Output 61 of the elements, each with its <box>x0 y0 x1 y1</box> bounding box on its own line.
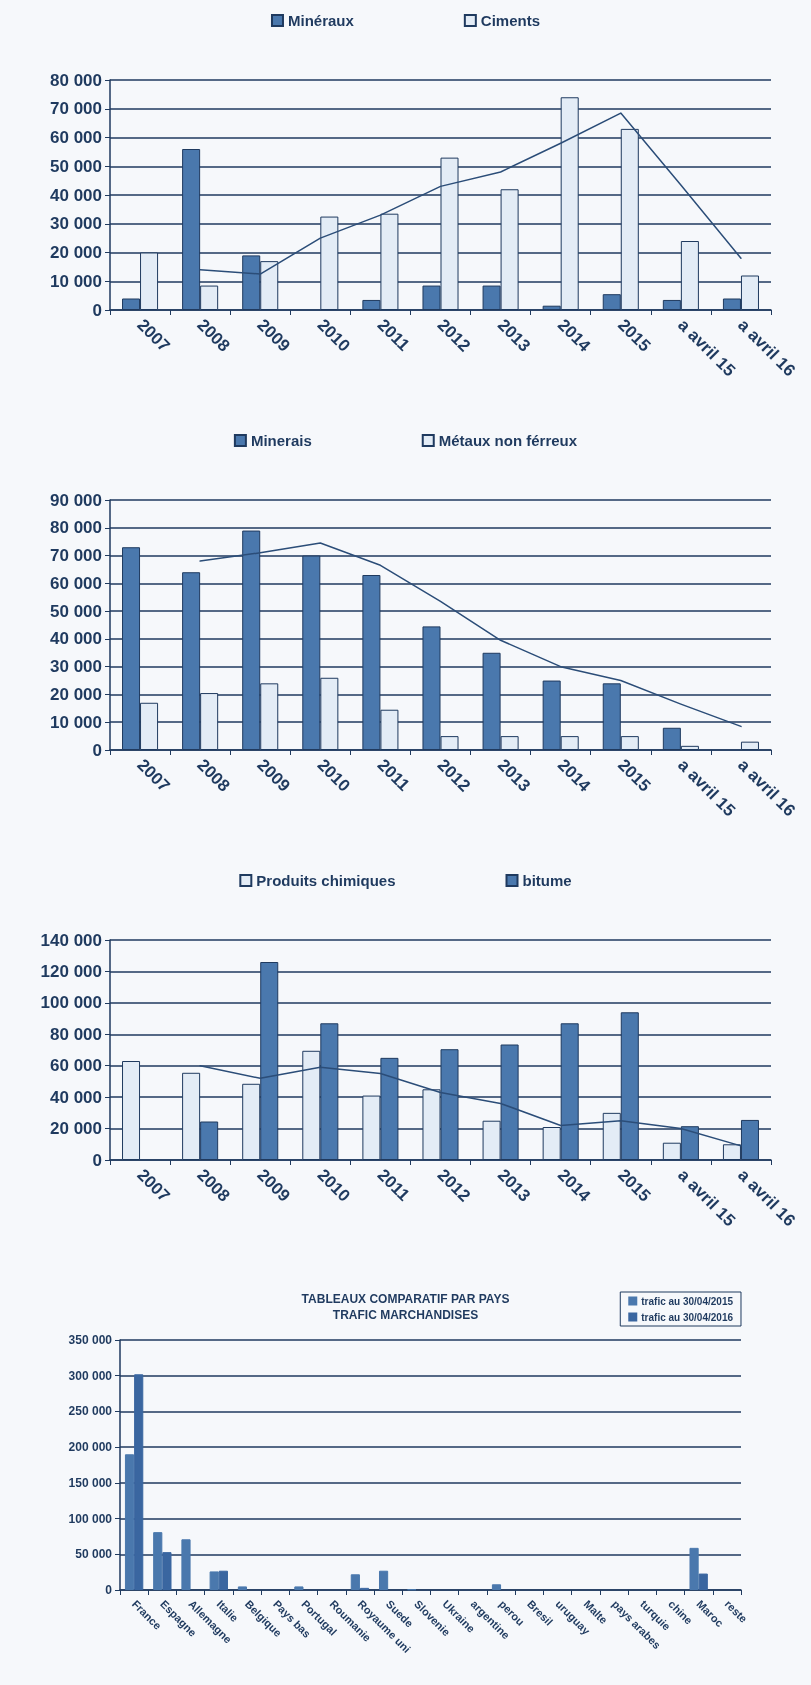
bar <box>378 1570 389 1590</box>
legend-label: bitume <box>522 872 572 889</box>
y-tick-label: 100 000 <box>40 993 102 1013</box>
y-tick-label: 120 000 <box>40 961 102 981</box>
legend-label: Minerais <box>250 432 312 449</box>
y-tick-label: 100 000 <box>68 1511 113 1526</box>
y-tick-label: 80 000 <box>50 518 102 538</box>
bar <box>218 1570 228 1590</box>
y-tick-label: 40 000 <box>50 185 102 205</box>
chart-title: TABLEAUX COMPARATIF PAR PAYS TRAFIC MARCHANDISES <box>301 1292 510 1322</box>
y-tick-label: 60 000 <box>50 1056 102 1076</box>
bar <box>209 1571 219 1590</box>
y-tick-label: 0 <box>92 740 102 760</box>
legend-label: Métaux non férreux <box>438 432 578 449</box>
bar <box>689 1547 699 1590</box>
line-series <box>199 1064 742 1147</box>
y-tick-label: 30 000 <box>50 657 102 677</box>
bar <box>698 1573 708 1590</box>
y-tick-label: 0 <box>92 1150 102 1170</box>
y-tick-label: 30 000 <box>50 214 102 234</box>
bar <box>124 1454 135 1590</box>
legend-label: trafic au 30/04/2015 <box>641 1295 734 1307</box>
y-tick-label: 80 000 <box>50 70 102 90</box>
line-series <box>199 112 742 275</box>
legend-label: Ciments <box>480 12 541 29</box>
bar <box>491 1584 502 1590</box>
y-tick-label: 80 000 <box>50 1024 102 1044</box>
y-tick-label: 70 000 <box>50 546 102 566</box>
y-tick-label: 50 000 <box>50 601 102 621</box>
bar <box>294 1586 304 1590</box>
bar <box>134 1374 144 1590</box>
y-tick-label: 150 000 <box>68 1475 113 1490</box>
y-tick-label: 70 000 <box>50 99 102 119</box>
y-tick-label: 50 000 <box>75 1547 113 1562</box>
y-tick-label: 40 000 <box>50 1087 102 1107</box>
y-tick-label: 200 000 <box>68 1440 113 1455</box>
legend-label: trafic au 30/04/2016 <box>641 1311 734 1323</box>
y-tick-label: 20 000 <box>50 243 102 262</box>
y-tick-label: 10 000 <box>50 271 102 291</box>
legend-label: Minéraux <box>287 12 355 29</box>
y-tick-label: 50 000 <box>50 156 102 176</box>
y-tick-label: 20 000 <box>50 684 102 704</box>
y-tick-label: 250 000 <box>68 1404 113 1419</box>
y-tick-label: 60 000 <box>50 128 102 147</box>
bar <box>162 1552 172 1590</box>
bar <box>153 1532 163 1590</box>
y-tick-label: 40 000 <box>50 629 102 649</box>
y-tick-label: 90 000 <box>50 490 102 510</box>
y-tick-label: 140 000 <box>40 930 102 950</box>
y-tick-label: 0 <box>105 1583 113 1597</box>
y-tick-label: 20 000 <box>50 1119 102 1139</box>
y-tick-label: 0 <box>92 300 102 320</box>
bar <box>237 1586 248 1590</box>
y-tick-label: 350 000 <box>68 1333 113 1347</box>
line-series <box>199 542 742 728</box>
bar <box>181 1539 191 1590</box>
y-tick-label: 60 000 <box>50 573 102 593</box>
bar <box>350 1574 360 1590</box>
y-tick-label: 10 000 <box>50 712 102 732</box>
legend-label: Produits chimiques <box>256 872 396 889</box>
y-tick-label: 300 000 <box>68 1368 113 1383</box>
